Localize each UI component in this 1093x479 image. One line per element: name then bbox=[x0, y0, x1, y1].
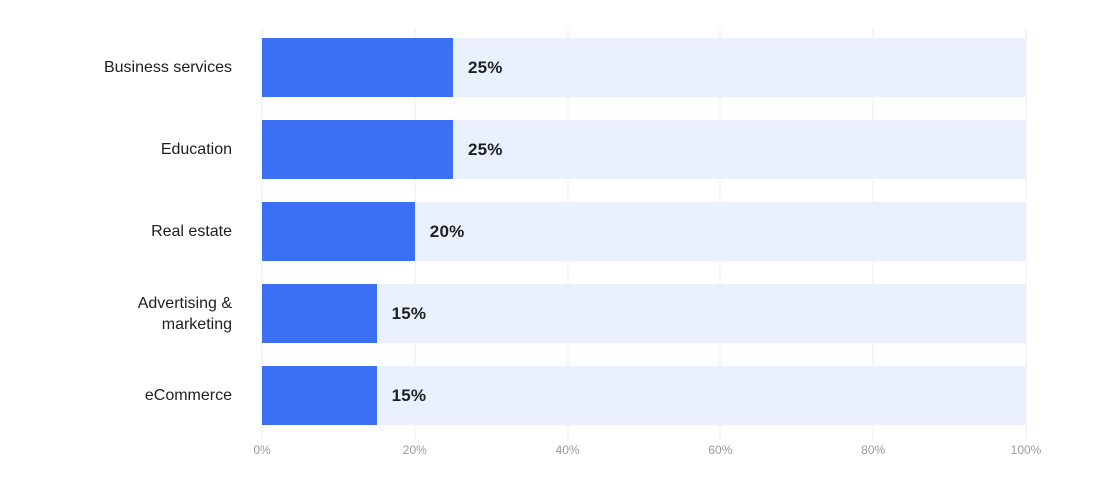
x-tick-label: 20% bbox=[402, 443, 427, 457]
bar-track: 15% bbox=[262, 366, 1026, 425]
x-tick-label: 0% bbox=[253, 443, 271, 457]
x-axis: 0% 20% 40% 60% 80% 100% bbox=[253, 443, 1041, 461]
bar-track: 25% bbox=[262, 120, 1026, 179]
x-tick-label: 80% bbox=[861, 443, 886, 457]
bar-value-label: 25% bbox=[468, 139, 503, 159]
bar-row: eCommerce 15% bbox=[0, 366, 1093, 425]
bar-row: Business services 25% bbox=[0, 38, 1093, 97]
bar-track: 15% bbox=[262, 284, 1026, 343]
category-label-cell: Education bbox=[0, 120, 262, 179]
x-tick-label: 100% bbox=[1010, 443, 1042, 457]
x-tick-label: 60% bbox=[708, 443, 733, 457]
bar-row: Advertising & marketing 15% bbox=[0, 284, 1093, 343]
bar bbox=[262, 38, 453, 97]
bar-rows: Business services 25% Education 25% Real est… bbox=[0, 38, 1093, 425]
category-label: Advertising & marketing bbox=[137, 294, 232, 333]
gridline-100% bbox=[1025, 28, 1027, 440]
bar-track: 20% bbox=[262, 202, 1026, 261]
category-label: Education bbox=[160, 141, 232, 158]
bar bbox=[262, 120, 453, 179]
category-label-cell: Real estate bbox=[0, 202, 262, 261]
category-label-cell: eCommerce bbox=[0, 366, 262, 425]
bar bbox=[262, 366, 377, 425]
bar-row: Education 25% bbox=[0, 120, 1093, 179]
bar-track: 25% bbox=[262, 38, 1026, 97]
bar-value-label: 20% bbox=[429, 221, 465, 241]
bar bbox=[262, 202, 415, 261]
category-label-cell: Advertising & marketing bbox=[0, 284, 262, 343]
bar bbox=[262, 284, 377, 343]
bar-value-label: 15% bbox=[391, 303, 427, 323]
category-label: eCommerce bbox=[144, 387, 232, 404]
category-label: Real estate bbox=[151, 223, 232, 240]
category-label: Business services bbox=[103, 59, 232, 76]
bar-value-label: 25% bbox=[468, 57, 503, 77]
x-tick-label: 40% bbox=[555, 443, 580, 457]
category-label-cell: Business services bbox=[0, 38, 262, 97]
bar-value-label: 15% bbox=[391, 385, 427, 405]
bar-row: Real estate 20% bbox=[0, 202, 1093, 261]
